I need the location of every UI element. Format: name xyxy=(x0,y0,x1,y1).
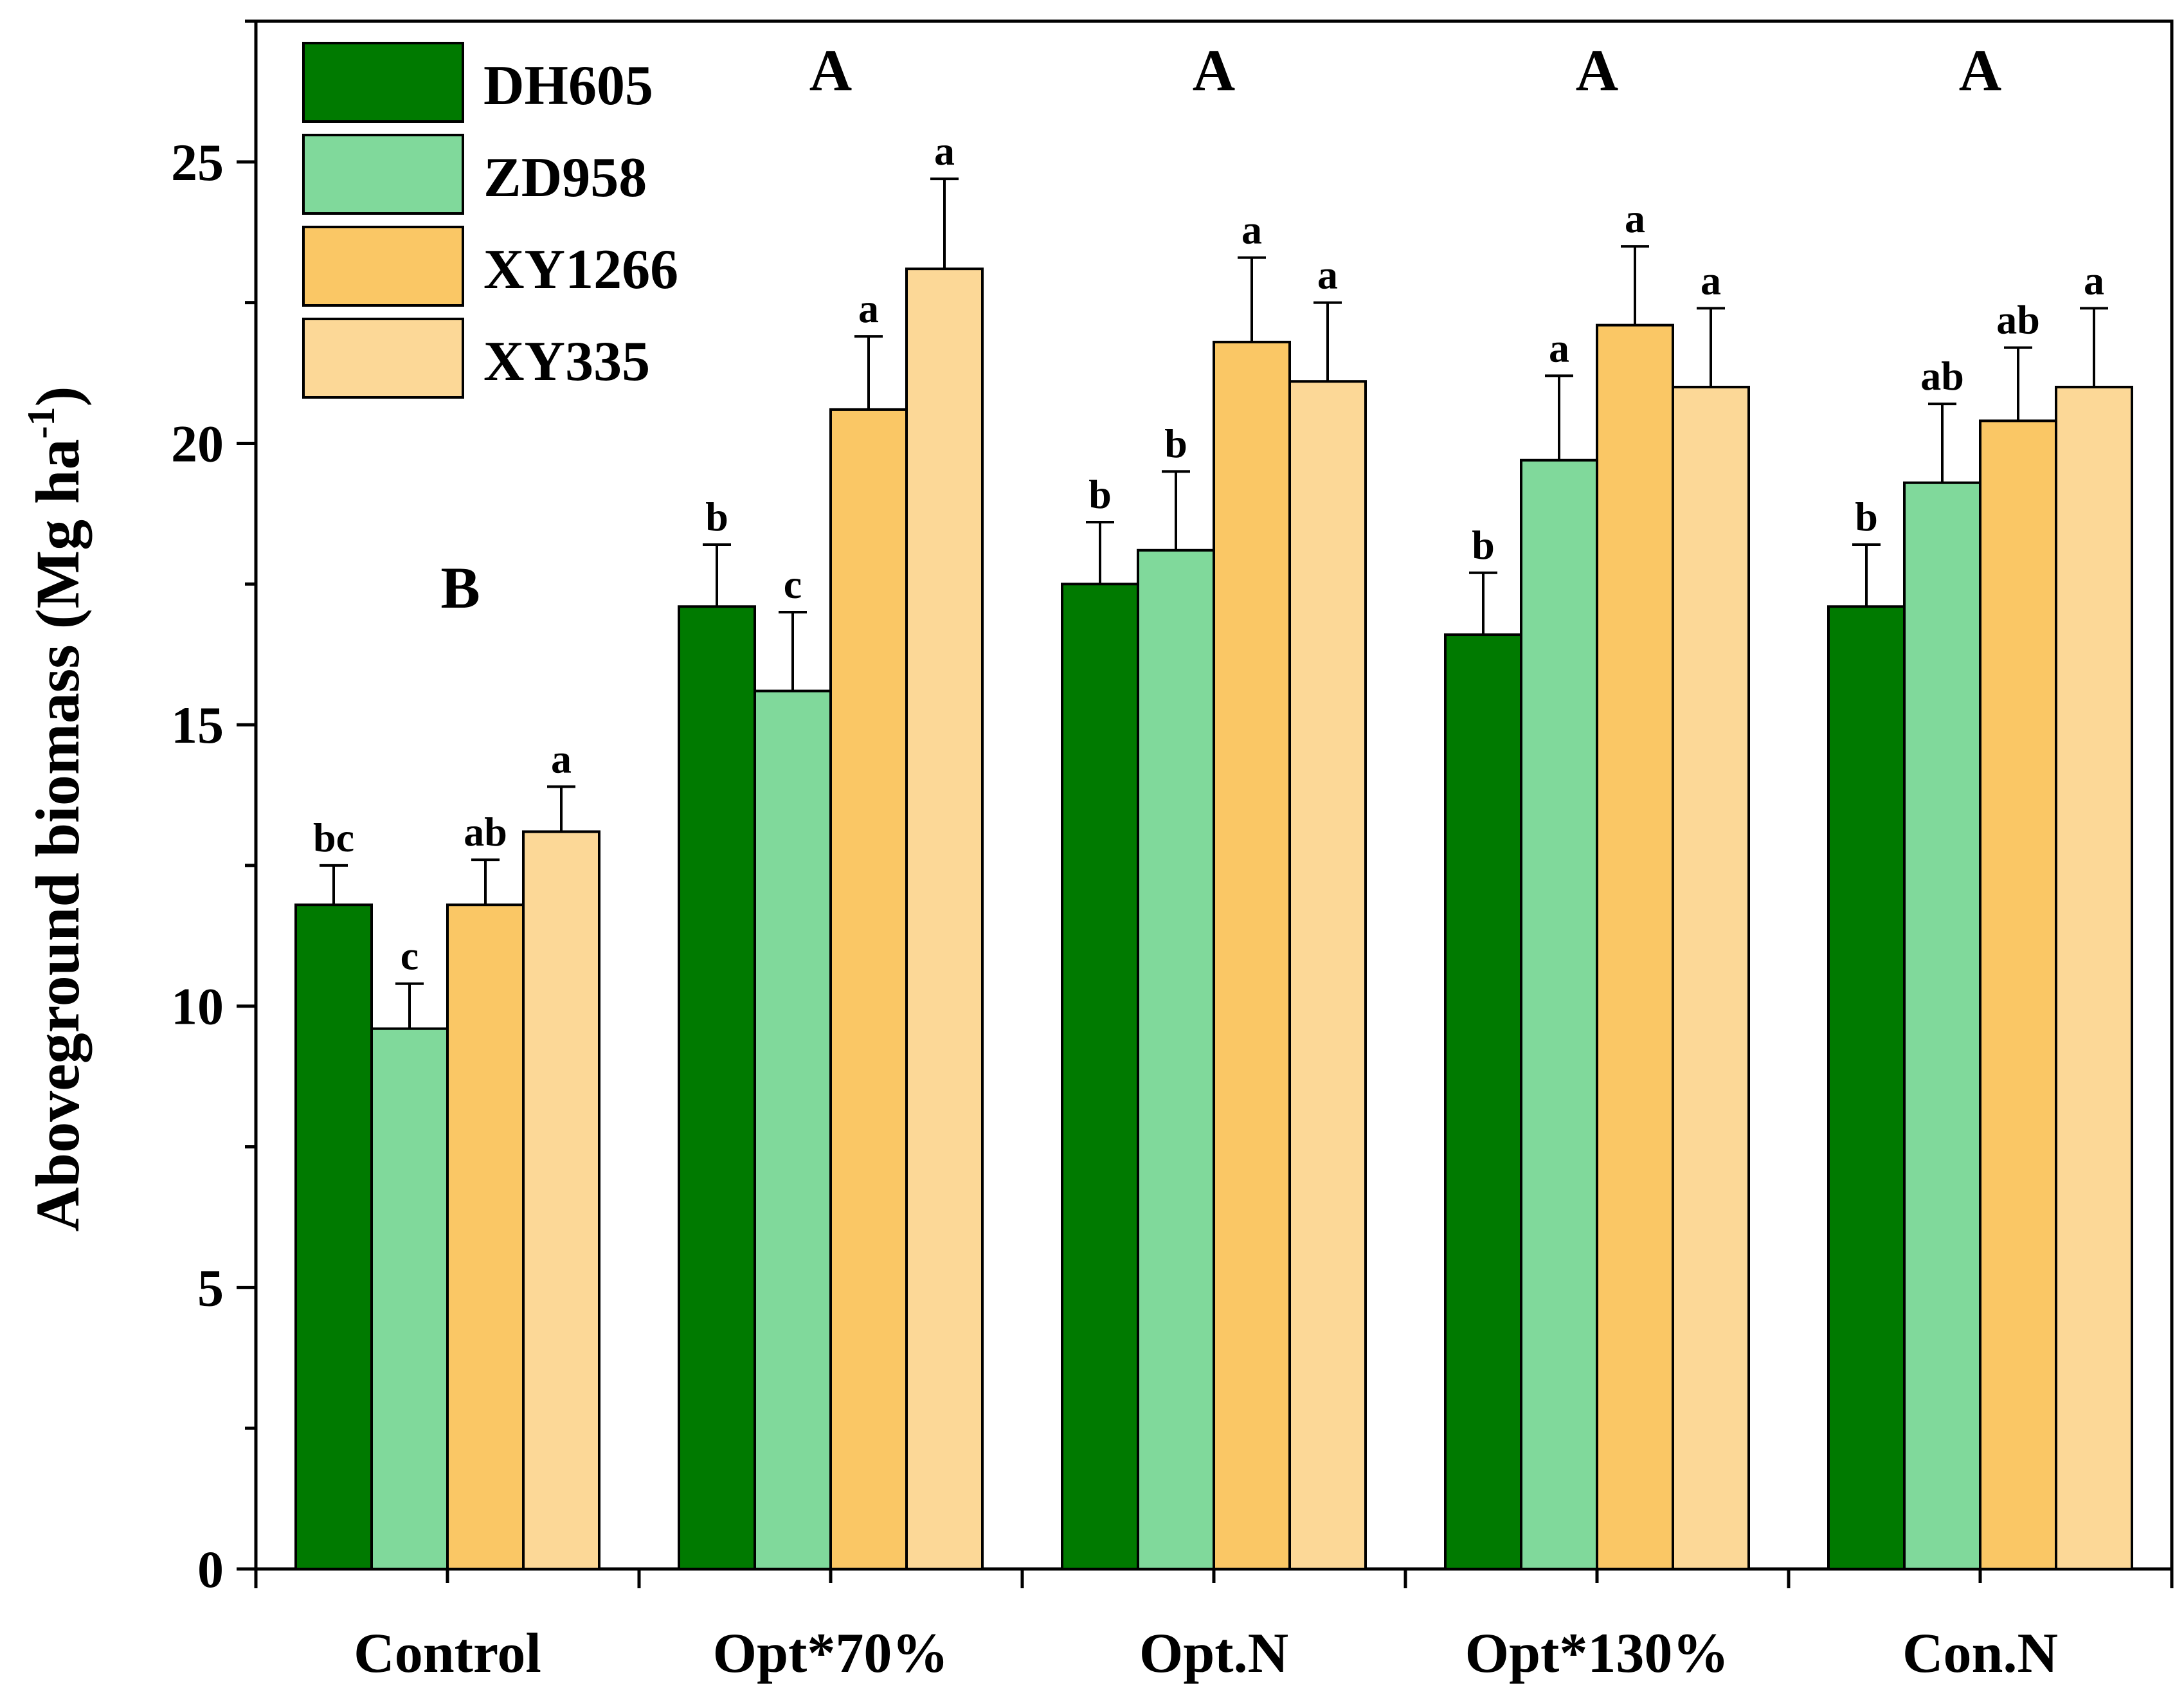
significance-label: bc xyxy=(313,815,354,860)
group-letter: A xyxy=(1576,37,1618,103)
bar-xy335-4 xyxy=(2055,385,2133,1570)
legend-swatch-xy1266 xyxy=(302,226,464,307)
bar-xy1266-4 xyxy=(1979,419,2057,1571)
bar-xy1266-1 xyxy=(829,408,908,1570)
significance-label: c xyxy=(401,933,419,979)
bar-xy1266-2 xyxy=(1213,340,1291,1571)
bar-zd958-2 xyxy=(1137,548,1215,1570)
y-tick-label: 15 xyxy=(171,696,224,754)
significance-label: b xyxy=(705,494,728,539)
bar-xy335-0 xyxy=(522,830,600,1570)
bar-xy335-1 xyxy=(905,267,984,1570)
legend-swatch-dh605 xyxy=(302,42,464,123)
significance-label: a xyxy=(1625,195,1645,241)
y-tick-label: 25 xyxy=(171,133,224,192)
significance-label: ab xyxy=(1996,297,2040,343)
significance-label: a xyxy=(858,286,879,331)
bar-zd958-1 xyxy=(754,689,832,1570)
significance-label: b xyxy=(1088,471,1112,517)
legend: DH605 ZD958 XY1266 XY335 xyxy=(302,42,678,399)
x-axis: Control Opt*70% Opt.N Opt*130% Con.N xyxy=(254,1569,2174,1685)
significance-label: a xyxy=(934,128,955,174)
bar-xy335-2 xyxy=(1288,380,1367,1570)
significance-label: b xyxy=(1164,421,1187,466)
bar-xy1266-3 xyxy=(1596,323,1674,1571)
legend-label: ZD958 xyxy=(483,147,647,209)
bar-zd958-3 xyxy=(1520,458,1598,1570)
significance-label: b xyxy=(1855,494,1878,539)
significance-label: ab xyxy=(464,809,507,855)
y-axis: 0 5 10 15 20 25 xyxy=(171,19,256,1599)
bar-dh605-2 xyxy=(1061,583,1139,1570)
significance-label: a xyxy=(1241,207,1262,253)
y-tick-label: 5 xyxy=(197,1258,224,1317)
x-tick-label: Opt*130% xyxy=(1465,1622,1729,1685)
bar-zd958-4 xyxy=(1903,481,1981,1570)
legend-label: XY1266 xyxy=(483,239,678,301)
legend-label: DH605 xyxy=(483,55,653,117)
x-tick-label: Control xyxy=(354,1622,541,1685)
bar-dh605-1 xyxy=(678,605,756,1570)
group-letter: A xyxy=(809,37,852,103)
significance-label: c xyxy=(784,561,802,607)
legend-swatch-zd958 xyxy=(302,134,464,215)
group-letter: B xyxy=(440,555,480,621)
group-letter: A xyxy=(1959,37,2001,103)
bar-xy335-3 xyxy=(1672,385,1750,1570)
bar-dh605-3 xyxy=(1444,633,1522,1571)
legend-label: XY335 xyxy=(483,331,650,393)
bar-dh605-0 xyxy=(294,903,373,1570)
significance-label: a xyxy=(1549,325,1569,370)
significance-label: a xyxy=(2084,257,2104,303)
x-tick-label: Con.N xyxy=(1902,1622,2058,1685)
y-tick-label: 0 xyxy=(197,1540,224,1599)
y-tick-label: 10 xyxy=(171,977,224,1036)
group-letter: A xyxy=(1193,37,1235,103)
significance-label: a xyxy=(1317,252,1338,298)
bar-zd958-0 xyxy=(370,1027,449,1570)
bar-xy1266-0 xyxy=(446,903,525,1570)
x-tick-label: Opt.N xyxy=(1139,1622,1288,1685)
x-tick-label: Opt*70% xyxy=(713,1622,949,1685)
y-tick-label: 20 xyxy=(171,414,224,473)
significance-label: a xyxy=(1701,257,1721,303)
significance-label: b xyxy=(1472,522,1495,568)
significance-label: a xyxy=(551,736,572,781)
legend-swatch-xy335 xyxy=(302,318,464,399)
significance-label: ab xyxy=(1920,353,1964,399)
bar-dh605-4 xyxy=(1827,605,1906,1570)
y-axis-label: Aboveground biomass (Mg ha-1) xyxy=(20,386,92,1231)
